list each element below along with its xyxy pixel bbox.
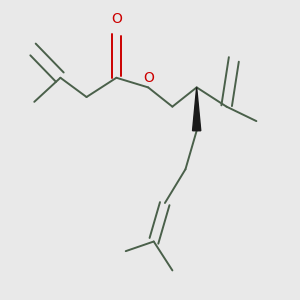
Text: O: O — [143, 71, 154, 85]
Text: O: O — [111, 12, 122, 26]
Polygon shape — [193, 87, 201, 131]
